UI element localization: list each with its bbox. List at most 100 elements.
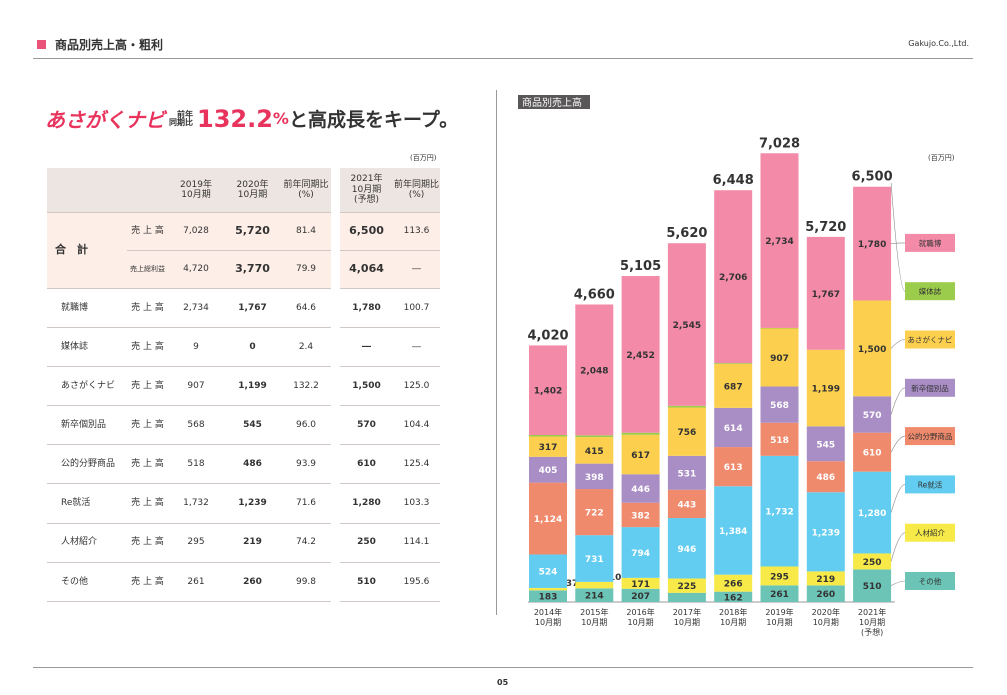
header-cell: 前年同期比 (%): [393, 168, 440, 213]
table-cell: 219: [224, 524, 281, 563]
value-label: 614: [724, 424, 743, 434]
table-cell: 5,720: [224, 213, 281, 251]
bar-segment: [760, 386, 799, 423]
legend-connector: [890, 532, 906, 562]
x-tick-label: 2021年: [858, 607, 886, 617]
value-label: 398: [585, 473, 604, 483]
x-tick-label: 2020年: [812, 607, 840, 617]
total-label: 4,020: [527, 328, 568, 343]
legend-connector: [890, 484, 906, 513]
table-cell: 113.6: [393, 213, 440, 251]
bar-segment: [853, 471, 892, 554]
bar-segment: [575, 489, 614, 536]
legend-connector: [890, 580, 906, 586]
value-label: 2,734: [765, 237, 793, 247]
table-cell: 1,199: [224, 367, 281, 407]
bar-segment: [760, 566, 799, 586]
label-line: 同期比: [169, 117, 193, 127]
total-label: 6,448: [713, 173, 754, 188]
legend-swatch: [905, 475, 955, 494]
table-cell: 510: [340, 563, 393, 602]
bar-segment: [667, 407, 706, 456]
header-line: 前年同期比: [283, 179, 329, 190]
company: Gakujo.Co.,Ltd.: [908, 39, 969, 48]
headline-number: 132.2: [197, 104, 273, 133]
table-cell: 99.8: [281, 563, 331, 602]
table-cell: 96.0: [281, 406, 331, 446]
legend-label: 媒体誌: [919, 286, 942, 296]
metric: 売 上 高: [127, 367, 168, 407]
table-cell: 125.4: [393, 445, 440, 485]
legend-swatch: [905, 233, 955, 252]
bar-segment: [760, 585, 799, 602]
headline-label: 前年 同期比: [169, 110, 193, 127]
x-tick-label: (予想): [861, 627, 883, 637]
x-tick-label: 2019年: [765, 607, 793, 617]
value-label: 1,500: [858, 345, 886, 355]
bar-segment: [621, 474, 660, 503]
bar-segment: [853, 432, 892, 472]
bar-segment: [621, 577, 660, 589]
legend-swatch: [905, 427, 955, 446]
header-title: 商品別売上高・粗利: [55, 38, 164, 52]
legend-label: 人材紹介: [915, 528, 945, 538]
value-label: 250: [863, 558, 882, 568]
row-name: 新卒個別品: [47, 406, 127, 446]
total-label: 5,105: [620, 259, 661, 274]
metric: 売 上 高: [127, 289, 168, 329]
table-cell: 74.2: [281, 524, 331, 563]
header-line: (予想): [353, 195, 380, 206]
bar-segment: [575, 463, 614, 490]
bar-segment: [621, 502, 660, 528]
bar-segment: [806, 236, 845, 350]
x-tick-label: 2014年: [534, 607, 562, 617]
bar-segment: [667, 518, 706, 579]
bar-segment: [714, 591, 753, 602]
table-cell: 6,500: [340, 213, 393, 251]
bar-segment: [760, 422, 799, 456]
table-cell: 295: [168, 524, 224, 563]
value-label: 443: [678, 500, 697, 510]
value-label: 610: [863, 449, 882, 459]
bar-segment: [667, 592, 706, 602]
value-label: 2,706: [719, 273, 747, 283]
brand: あさがくナビ: [45, 108, 165, 132]
value-label: 722: [585, 509, 604, 519]
headline: あさがくナビ 前年 同期比 132.2 % と高成長をキープ。: [45, 104, 458, 133]
table-cell: 907: [168, 367, 224, 407]
header-line: 10月期: [181, 190, 211, 200]
bar-segment: [760, 153, 799, 328]
value-label: 446: [631, 485, 650, 495]
x-tick-label: 2017年: [673, 607, 701, 617]
bar-segment: [667, 243, 706, 406]
legend-label: 新卒個別品: [911, 383, 949, 393]
value-label: 171: [631, 580, 650, 590]
value-label: 486: [816, 473, 835, 483]
header-cell: 2020年 10月期: [224, 168, 281, 213]
x-tick-label: 10月期: [859, 618, 885, 627]
x-tick-label: 10月期: [628, 618, 654, 627]
header-line: 10月期: [237, 190, 268, 200]
table-cell: ―: [393, 328, 440, 368]
bar-segment: [853, 553, 892, 570]
bar-segment: [760, 455, 799, 567]
table-cell: 93.9: [281, 445, 331, 485]
value-label: 1,239: [812, 528, 840, 538]
table-cell: ―: [393, 251, 440, 289]
bar-segment: [714, 486, 753, 575]
total-label: 5,720: [805, 220, 846, 235]
x-tick-label: 10月期: [766, 618, 792, 627]
value-label: 183: [539, 593, 558, 603]
value-label: 687: [724, 382, 743, 392]
chart-title: 商品別売上高: [522, 96, 582, 109]
value-label: 1,767: [812, 290, 840, 300]
bar-segment: [621, 432, 660, 435]
table-cell: 104.4: [393, 406, 440, 446]
value-label: 1,780: [858, 240, 886, 250]
table-cell: 1,780: [340, 289, 393, 329]
bar-segment: [806, 585, 845, 602]
bar-segment: [714, 574, 753, 592]
value-label: 1,280: [858, 509, 886, 519]
legend-swatch: [905, 330, 955, 349]
value-label: 219: [816, 575, 835, 585]
